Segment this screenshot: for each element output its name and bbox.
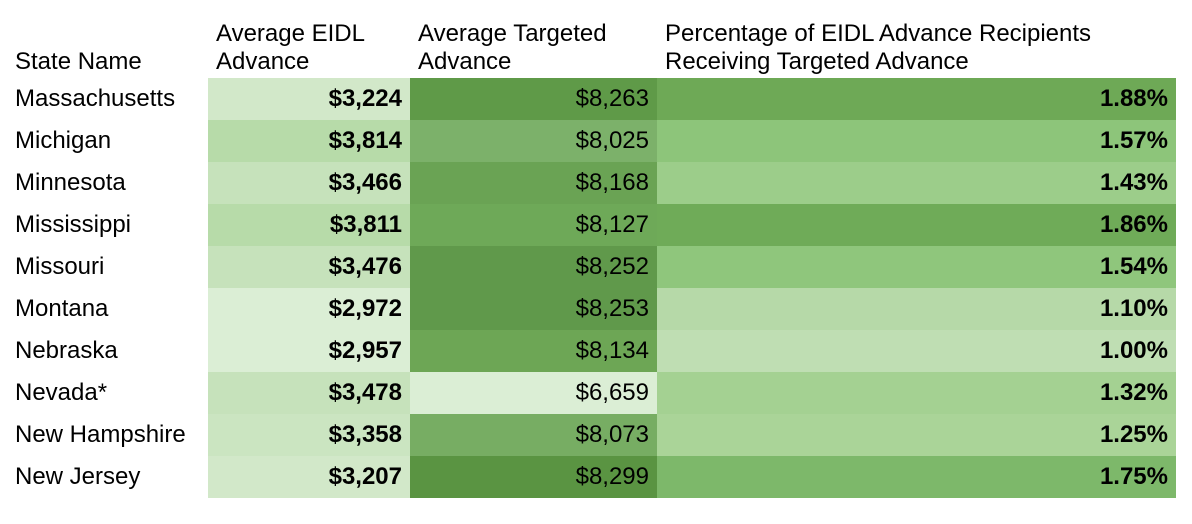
average-eidl-advance-cell: $3,814 [208,120,410,162]
average-eidl-advance-cell: $3,207 [208,456,410,498]
average-targeted-advance-cell: $8,168 [410,162,657,204]
percentage-targeted-cell: 1.00% [657,330,1176,372]
table-row: Montana $2,972 $8,253 1.10% [7,288,1176,330]
state-name-cell: Minnesota [15,169,126,196]
state-name-cell: Nevada* [15,379,108,406]
table-body: Massachusetts $3,224 $8,263 1.88% Michigan $3… [7,78,1176,498]
state-name-cell: Mississippi [15,211,132,238]
header-average-eidl-advance: Average EIDL Advance [216,20,365,75]
header-state-name: State Name [15,48,142,75]
average-eidl-advance-cell: $2,972 [208,288,410,330]
table-row: New Jersey $3,207 $8,299 1.75% [7,456,1176,498]
table-row: Massachusetts $3,224 $8,263 1.88% [7,78,1176,120]
average-targeted-advance-cell: $8,299 [410,456,657,498]
average-targeted-advance-cell: $8,025 [410,120,657,162]
percentage-targeted-cell: 1.10% [657,288,1176,330]
percentage-targeted-cell: 1.54% [657,246,1176,288]
average-targeted-advance-cell: $8,263 [410,78,657,120]
percentage-targeted-cell: 1.88% [657,78,1176,120]
table-row: Missouri $3,476 $8,252 1.54% [7,246,1176,288]
table-row: Michigan $3,814 $8,025 1.57% [7,120,1176,162]
state-name-cell: Nebraska [15,337,118,364]
average-eidl-advance-cell: $3,224 [208,78,410,120]
average-targeted-advance-cell: $8,127 [410,204,657,246]
average-targeted-advance-cell: $8,253 [410,288,657,330]
state-name-cell: Massachusetts [15,85,176,112]
percentage-targeted-cell: 1.25% [657,414,1176,456]
header-percentage-targeted: Percentage of EIDL Advance Recipients Re… [665,20,1092,75]
table-row: New Hampshire $3,358 $8,073 1.25% [7,414,1176,456]
state-name-cell: Missouri [15,253,105,280]
table-row: Mississippi $3,811 $8,127 1.86% [7,204,1176,246]
average-eidl-advance-cell: $2,957 [208,330,410,372]
percentage-targeted-cell: 1.75% [657,456,1176,498]
header-row: State Name Average EIDL Advance Average … [7,12,1176,78]
table-row: Minnesota $3,466 $8,168 1.43% [7,162,1176,204]
state-name-cell: Montana [15,295,109,322]
eidl-advance-table: State Name Average EIDL Advance Average … [7,12,1176,498]
state-name-cell: Michigan [15,127,112,154]
average-eidl-advance-cell: $3,811 [208,204,410,246]
average-targeted-advance-cell: $8,134 [410,330,657,372]
header-average-targeted-advance: Average Targeted Advance [418,20,607,75]
average-eidl-advance-cell: $3,476 [208,246,410,288]
percentage-targeted-cell: 1.86% [657,204,1176,246]
average-eidl-advance-cell: $3,478 [208,372,410,414]
state-name-cell: New Hampshire [15,421,186,448]
table-row: Nevada* $3,478 $6,659 1.32% [7,372,1176,414]
state-name-cell: New Jersey [15,463,141,490]
percentage-targeted-cell: 1.43% [657,162,1176,204]
percentage-targeted-cell: 1.32% [657,372,1176,414]
average-eidl-advance-cell: $3,466 [208,162,410,204]
average-targeted-advance-cell: $8,252 [410,246,657,288]
percentage-targeted-cell: 1.57% [657,120,1176,162]
average-targeted-advance-cell: $8,073 [410,414,657,456]
average-targeted-advance-cell: $6,659 [410,372,657,414]
table-row: Nebraska $2,957 $8,134 1.00% [7,330,1176,372]
average-eidl-advance-cell: $3,358 [208,414,410,456]
